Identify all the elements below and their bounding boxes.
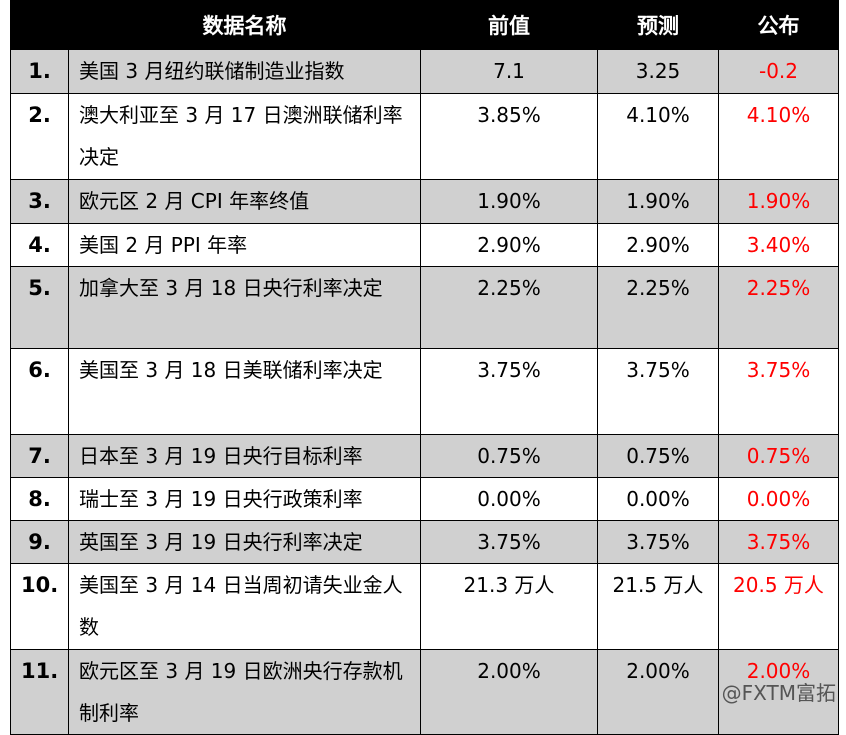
table-row: 10. 美国至 3 月 14 日当周初请失业金人数 21.3 万人 21.5 万人 20… [10, 563, 839, 650]
previous-value: 3.85% [420, 93, 598, 180]
table-body: 1. 美国 3 月纽约联储制造业指数 7.1 3.25 -0.2 2. 澳大利亚至 3 月 … [10, 49, 839, 735]
previous-value: 0.75% [420, 434, 598, 478]
table-row: 6. 美国至 3 月 18 日美联储利率决定 3.75% 3.75% 3.75% [10, 348, 839, 435]
forecast-value: 4.10% [597, 93, 719, 180]
table-row: 4. 美国 2 月 PPI 年率 2.90% 2.90% 3.40% [10, 223, 839, 267]
previous-value: 7.1 [420, 49, 598, 94]
row-number: 6. [10, 348, 69, 435]
forecast-value: 2.25% [597, 266, 719, 349]
previous-value: 2.90% [420, 223, 598, 267]
previous-value: 3.75% [420, 348, 598, 435]
data-table: 数据名称 前值 预测 公布 1. 美国 3 月纽约联储制造业指数 7.1 3.25 -0… [10, 0, 839, 735]
actual-value: 20.5 万人 [718, 563, 839, 650]
header-cell: 公布 [718, 0, 839, 50]
indicator-name: 欧元区 2 月 CPI 年率终值 [68, 179, 421, 224]
table-row: 5. 加拿大至 3 月 18 日央行利率决定 2.25% 2.25% 2.25% [10, 266, 839, 349]
forecast-value: 1.90% [597, 179, 719, 224]
table-row: 2. 澳大利亚至 3 月 17 日澳洲联储利率决定 3.85% 4.10% 4.10% [10, 93, 839, 180]
previous-value: 1.90% [420, 179, 598, 224]
row-number: 10. [10, 563, 69, 650]
row-number: 2. [10, 93, 69, 180]
actual-value: -0.2 [718, 49, 839, 94]
table-row: 3. 欧元区 2 月 CPI 年率终值 1.90% 1.90% 1.90% [10, 179, 839, 224]
table-row: 1. 美国 3 月纽约联储制造业指数 7.1 3.25 -0.2 [10, 49, 839, 94]
table-row: 9. 英国至 3 月 19 日央行利率决定 3.75% 3.75% 3.75% [10, 520, 839, 564]
indicator-name: 瑞士至 3 月 19 日央行政策利率 [68, 477, 421, 521]
table-row: 11. 欧元区至 3 月 19 日欧洲央行存款机制利率 2.00% 2.00% 2.00… [10, 649, 839, 735]
forecast-value: 21.5 万人 [597, 563, 719, 650]
header-cell: 数据名称 [68, 0, 421, 50]
previous-value: 21.3 万人 [420, 563, 598, 650]
previous-value: 3.75% [420, 520, 598, 564]
indicator-name: 美国至 3 月 18 日美联储利率决定 [68, 348, 421, 435]
forecast-value: 2.00% [597, 649, 719, 735]
actual-value: 0.75% [718, 434, 839, 478]
table-row: 8. 瑞士至 3 月 19 日央行政策利率 0.00% 0.00% 0.00% [10, 477, 839, 521]
indicator-name: 英国至 3 月 19 日央行利率决定 [68, 520, 421, 564]
actual-value: 1.90% [718, 179, 839, 224]
row-number: 1. [10, 49, 69, 94]
actual-value: 3.40% [718, 223, 839, 267]
actual-value: 3.75% [718, 520, 839, 564]
forecast-value: 2.90% [597, 223, 719, 267]
indicator-name: 欧元区至 3 月 19 日欧洲央行存款机制利率 [68, 649, 421, 735]
forecast-value: 0.00% [597, 477, 719, 521]
row-number: 9. [10, 520, 69, 564]
actual-value: 4.10% [718, 93, 839, 180]
actual-value: 0.00% [718, 477, 839, 521]
forecast-value: 3.75% [597, 348, 719, 435]
actual-value: 2.25% [718, 266, 839, 349]
header-cell: 预测 [597, 0, 719, 50]
indicator-name: 美国至 3 月 14 日当周初请失业金人数 [68, 563, 421, 650]
table-row: 7. 日本至 3 月 19 日央行目标利率 0.75% 0.75% 0.75% [10, 434, 839, 478]
indicator-name: 美国 2 月 PPI 年率 [68, 223, 421, 267]
watermark: @FXTM富拓 [721, 681, 836, 705]
row-number: 3. [10, 179, 69, 224]
row-number: 11. [10, 649, 69, 735]
actual-value: 2.00% [718, 649, 839, 735]
indicator-name: 加拿大至 3 月 18 日央行利率决定 [68, 266, 421, 349]
header-cell [10, 0, 69, 50]
forecast-value: 3.25 [597, 49, 719, 94]
indicator-name: 美国 3 月纽约联储制造业指数 [68, 49, 421, 94]
row-number: 4. [10, 223, 69, 267]
indicator-name: 日本至 3 月 19 日央行目标利率 [68, 434, 421, 478]
row-number: 5. [10, 266, 69, 349]
previous-value: 0.00% [420, 477, 598, 521]
header-row: 数据名称 前值 预测 公布 [10, 0, 839, 50]
forecast-value: 3.75% [597, 520, 719, 564]
row-number: 7. [10, 434, 69, 478]
header-cell: 前值 [420, 0, 598, 50]
forecast-value: 0.75% [597, 434, 719, 478]
indicator-name: 澳大利亚至 3 月 17 日澳洲联储利率决定 [68, 93, 421, 180]
actual-value: 3.75% [718, 348, 839, 435]
previous-value: 2.00% [420, 649, 598, 735]
previous-value: 2.25% [420, 266, 598, 349]
row-number: 8. [10, 477, 69, 521]
